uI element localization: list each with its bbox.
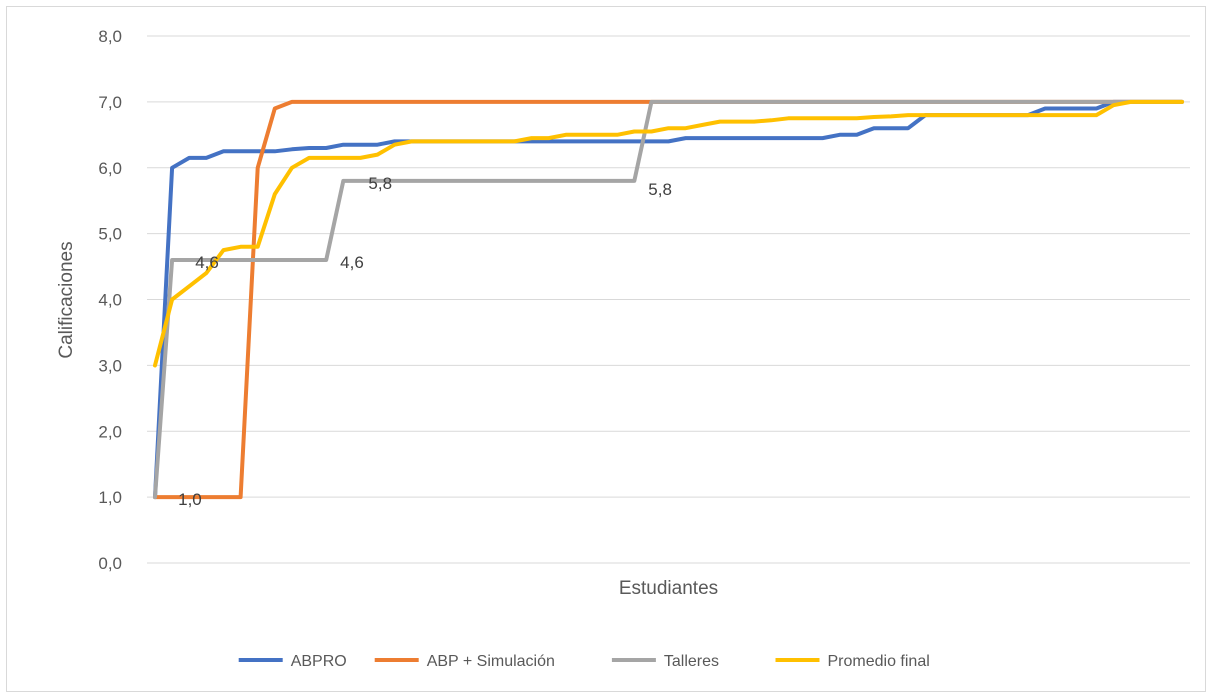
y-tick-label: 2,0 xyxy=(98,422,122,441)
data-label: 4,6 xyxy=(195,253,219,272)
y-tick-label: 6,0 xyxy=(98,159,122,178)
legend-label: Talleres xyxy=(664,653,719,670)
series-line xyxy=(153,99,1184,500)
legend-label: ABPRO xyxy=(291,653,347,670)
y-tick-label: 0,0 xyxy=(98,554,122,573)
y-tick-label: 7,0 xyxy=(98,93,122,112)
data-label: 5,8 xyxy=(368,174,392,193)
legend-label: ABP + Simulación xyxy=(427,653,555,670)
data-label: 5,8 xyxy=(648,180,672,199)
data-label: 4,6 xyxy=(340,253,364,272)
y-tick-label: 1,0 xyxy=(98,488,122,507)
y-tick-label: 4,0 xyxy=(98,291,122,310)
chart-frame xyxy=(6,6,1206,692)
legend-label: Promedio final xyxy=(828,653,930,670)
y-axis-title: Calificaciones xyxy=(56,241,77,358)
x-axis-title: Estudiantes xyxy=(619,578,718,599)
y-tick-label: 5,0 xyxy=(98,225,122,244)
y-tick-label: 8,0 xyxy=(98,27,122,46)
data-label: 1,0 xyxy=(178,490,202,509)
y-tick-label: 3,0 xyxy=(98,356,122,375)
series-line xyxy=(153,99,1184,368)
